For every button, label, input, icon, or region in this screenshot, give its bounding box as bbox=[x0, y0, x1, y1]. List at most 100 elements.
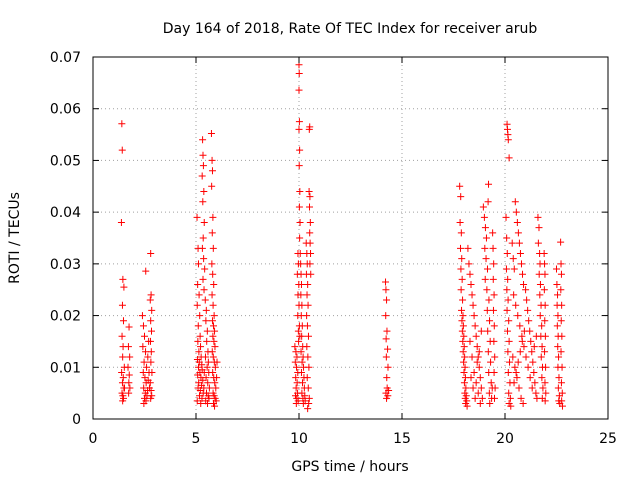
data-point bbox=[534, 239, 542, 247]
data-point bbox=[304, 384, 312, 392]
data-point bbox=[198, 244, 206, 252]
data-point bbox=[490, 291, 498, 299]
data-point bbox=[211, 402, 219, 410]
data-point bbox=[296, 146, 304, 154]
data-point bbox=[475, 363, 483, 371]
data-point bbox=[491, 353, 499, 361]
data-point bbox=[463, 402, 471, 410]
data-point bbox=[291, 343, 299, 351]
data-point bbox=[512, 301, 520, 309]
data-point bbox=[485, 389, 493, 397]
data-point bbox=[468, 291, 476, 299]
data-point bbox=[477, 327, 485, 335]
data-point bbox=[119, 317, 127, 325]
chart-title: Day 164 of 2018, Rate Of TEC Index for r… bbox=[163, 21, 538, 37]
data-point bbox=[510, 265, 518, 273]
data-point bbox=[557, 260, 565, 268]
data-point bbox=[490, 322, 498, 330]
x-tick-label: 15 bbox=[393, 431, 411, 447]
data-point bbox=[304, 301, 312, 309]
data-point bbox=[383, 394, 391, 402]
data-point bbox=[491, 384, 499, 392]
data-point bbox=[209, 368, 217, 376]
data-point bbox=[211, 379, 219, 387]
data-point bbox=[528, 348, 536, 356]
data-point bbox=[304, 405, 312, 413]
data-point bbox=[211, 327, 219, 335]
data-point bbox=[198, 394, 206, 402]
data-point bbox=[505, 317, 513, 325]
data-point bbox=[126, 353, 134, 361]
data-point bbox=[147, 394, 155, 402]
data-point bbox=[212, 384, 220, 392]
data-point bbox=[305, 394, 313, 402]
data-point bbox=[542, 389, 550, 397]
data-point bbox=[483, 306, 491, 314]
data-point bbox=[530, 368, 538, 376]
data-point bbox=[460, 343, 468, 351]
data-point bbox=[522, 353, 530, 361]
data-point bbox=[461, 353, 469, 361]
data-point bbox=[459, 337, 467, 345]
data-point bbox=[194, 337, 202, 345]
data-point bbox=[194, 260, 202, 268]
data-point bbox=[557, 238, 565, 246]
data-point bbox=[125, 389, 133, 397]
data-point bbox=[536, 312, 544, 320]
data-point bbox=[296, 234, 304, 242]
data-point bbox=[147, 291, 155, 299]
data-point bbox=[484, 348, 492, 356]
data-point bbox=[457, 286, 465, 294]
data-point bbox=[144, 353, 152, 361]
data-point bbox=[119, 374, 127, 382]
data-point bbox=[541, 317, 549, 325]
data-point bbox=[481, 275, 489, 283]
data-point bbox=[509, 255, 517, 263]
data-point bbox=[456, 218, 464, 226]
data-point bbox=[462, 384, 470, 392]
data-point bbox=[510, 379, 518, 387]
data-point bbox=[210, 281, 218, 289]
data-point bbox=[119, 397, 127, 405]
data-point bbox=[485, 180, 493, 188]
data-point bbox=[306, 193, 314, 201]
data-point bbox=[486, 399, 494, 407]
data-point bbox=[482, 255, 490, 263]
x-tick-label: 5 bbox=[192, 431, 201, 447]
data-point bbox=[305, 399, 313, 407]
data-point bbox=[506, 394, 514, 402]
data-point bbox=[542, 363, 550, 371]
data-point bbox=[517, 260, 525, 268]
data-point bbox=[554, 384, 562, 392]
y-tick-label: 0.03 bbox=[50, 257, 81, 273]
data-point bbox=[536, 291, 544, 299]
data-point bbox=[503, 306, 511, 314]
data-point bbox=[489, 229, 497, 237]
data-point bbox=[490, 368, 498, 376]
data-point bbox=[458, 327, 466, 335]
data-point bbox=[208, 291, 216, 299]
data-point bbox=[505, 389, 513, 397]
data-point bbox=[197, 343, 205, 351]
data-point bbox=[306, 218, 314, 226]
data-point bbox=[520, 281, 528, 289]
data-point bbox=[200, 187, 208, 195]
data-point bbox=[512, 368, 520, 376]
data-point bbox=[526, 374, 534, 382]
data-point bbox=[146, 379, 154, 387]
data-point bbox=[211, 363, 219, 371]
data-point bbox=[139, 322, 147, 330]
data-point bbox=[503, 234, 511, 242]
data-point bbox=[473, 343, 481, 351]
data-point bbox=[119, 275, 127, 283]
data-point bbox=[490, 394, 498, 402]
data-point bbox=[553, 265, 560, 273]
data-point bbox=[482, 234, 490, 242]
data-point bbox=[209, 301, 217, 309]
data-point bbox=[304, 281, 312, 289]
data-point bbox=[147, 348, 155, 356]
data-point bbox=[305, 125, 313, 133]
data-point bbox=[119, 353, 127, 361]
data-point bbox=[383, 374, 391, 382]
data-point bbox=[481, 244, 489, 252]
